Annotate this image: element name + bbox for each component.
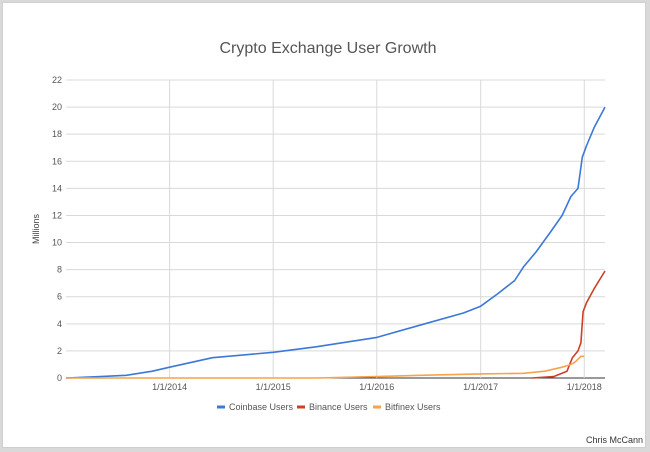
gridlines bbox=[66, 79, 605, 379]
y-axis-label: Millions bbox=[31, 214, 41, 245]
series-lines bbox=[65, 106, 606, 379]
y-tick-label: 20 bbox=[52, 102, 62, 112]
x-tick-label: 1/1/2015 bbox=[256, 382, 291, 392]
x-tick-label: 1/1/2018 bbox=[567, 382, 602, 392]
y-tick-label: 0 bbox=[57, 373, 62, 383]
binance-users-legend-label: Binance Users bbox=[309, 402, 368, 412]
x-tick-label: 1/1/2016 bbox=[359, 382, 394, 392]
binance-users-line bbox=[532, 270, 606, 379]
legend: Coinbase Users Binance Users Bitfinex User… bbox=[217, 402, 441, 412]
y-tick-label: 6 bbox=[57, 292, 62, 302]
y-tick-label: 4 bbox=[57, 319, 62, 329]
line-chart: Crypto Exchange User Growth 0 2 4 6 8 10 12 14 1… bbox=[31, 40, 643, 445]
chart-card: Crypto Exchange User Growth 0 2 4 6 8 10 12 14 1… bbox=[2, 2, 646, 448]
y-tick-label: 16 bbox=[52, 156, 62, 166]
coinbase-users-legend-label: Coinbase Users bbox=[229, 402, 294, 412]
x-tick-labels: 1/1/2014 1/1/2015 1/1/2016 1/1/2017 1/1/2018 bbox=[152, 382, 602, 392]
bitfinex-users-line bbox=[66, 355, 585, 379]
y-tick-label: 14 bbox=[52, 183, 62, 193]
y-tick-labels: 0 2 4 6 8 10 12 14 16 18 20 22 bbox=[52, 75, 62, 383]
bitfinex-users-legend-label: Bitfinex Users bbox=[385, 402, 441, 412]
y-tick-label: 12 bbox=[52, 210, 62, 220]
chart-title: Crypto Exchange User Growth bbox=[220, 40, 437, 57]
y-tick-label: 22 bbox=[52, 75, 62, 85]
author-credit: Chris McCann bbox=[586, 435, 643, 445]
coinbase-users-line bbox=[65, 106, 606, 379]
y-tick-label: 10 bbox=[52, 238, 62, 248]
x-tick-label: 1/1/2014 bbox=[152, 382, 187, 392]
y-tick-label: 18 bbox=[52, 129, 62, 139]
y-tick-label: 8 bbox=[57, 265, 62, 275]
y-tick-label: 2 bbox=[57, 346, 62, 356]
x-tick-label: 1/1/2017 bbox=[463, 382, 498, 392]
